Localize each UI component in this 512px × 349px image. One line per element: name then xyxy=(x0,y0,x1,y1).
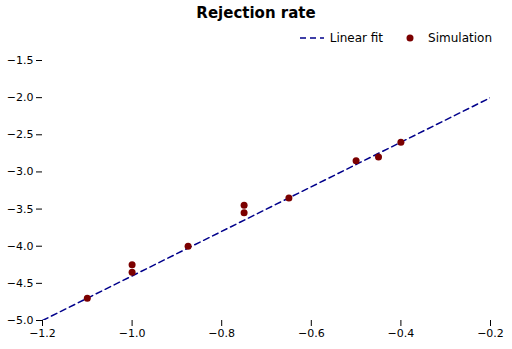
svg-text:−1.2: −1.2 xyxy=(29,327,56,340)
svg-text:−1.5: −1.5 xyxy=(7,54,34,67)
html-text:Simulation: Simulation xyxy=(428,31,492,45)
svg-text:−2.0: −2.0 xyxy=(7,91,34,104)
svg-text:−0.8: −0.8 xyxy=(208,327,235,340)
svg-text:−3.5: −3.5 xyxy=(7,203,34,216)
svg-text:−3.0: −3.0 xyxy=(7,165,34,178)
svg-text:−2.5: −2.5 xyxy=(7,128,34,141)
svg-text:−0.2: −0.2 xyxy=(477,327,504,340)
svg-text:−4.0: −4.0 xyxy=(7,240,34,253)
svg-text:−0.4: −0.4 xyxy=(388,327,415,340)
svg-text:−0.6: −0.6 xyxy=(298,327,325,340)
svg-text:−5.0: −5.0 xyxy=(7,314,34,327)
svg-text:−1.0: −1.0 xyxy=(119,327,146,340)
svg-text:−4.5: −4.5 xyxy=(7,277,34,290)
html-text:Linear fit: Linear fit xyxy=(329,31,384,45)
html-text:Rejection rate: Rejection rate xyxy=(196,4,316,22)
